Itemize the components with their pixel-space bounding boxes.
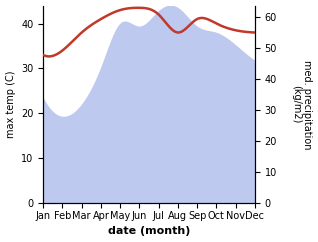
X-axis label: date (month): date (month) (108, 227, 190, 236)
Y-axis label: med. precipitation
(kg/m2): med. precipitation (kg/m2) (291, 60, 313, 149)
Y-axis label: max temp (C): max temp (C) (5, 71, 16, 138)
